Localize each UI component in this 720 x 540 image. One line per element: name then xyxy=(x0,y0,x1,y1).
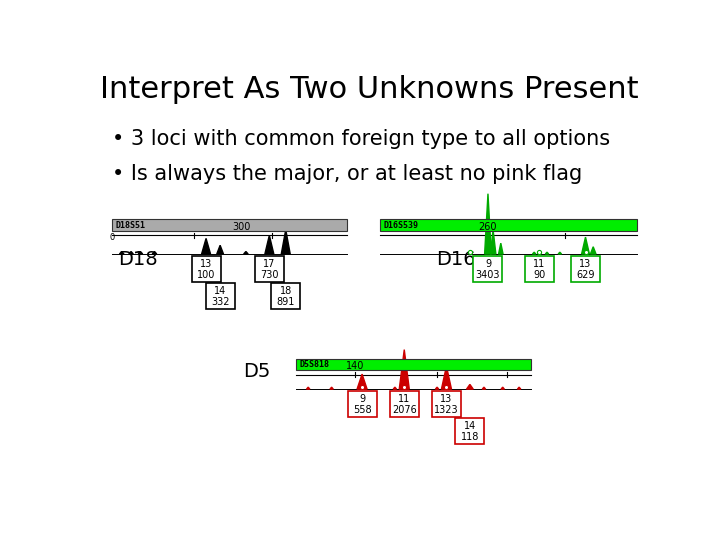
Text: 18: 18 xyxy=(279,286,292,296)
Bar xyxy=(206,283,235,309)
Bar xyxy=(112,219,346,231)
Bar xyxy=(380,219,637,231)
Bar xyxy=(432,391,461,417)
Text: 0: 0 xyxy=(109,233,114,242)
Bar xyxy=(455,418,485,444)
Polygon shape xyxy=(441,366,451,389)
Bar xyxy=(255,256,284,282)
Polygon shape xyxy=(558,252,562,254)
Text: 14: 14 xyxy=(464,422,476,431)
Polygon shape xyxy=(202,238,210,254)
Text: 891: 891 xyxy=(276,296,295,307)
Polygon shape xyxy=(533,252,536,254)
Text: 1323: 1323 xyxy=(434,405,459,415)
Text: 11: 11 xyxy=(534,259,546,269)
Polygon shape xyxy=(501,387,505,389)
Polygon shape xyxy=(265,235,274,254)
Text: Interpret As Two Unknowns Present: Interpret As Two Unknowns Present xyxy=(99,75,639,104)
Text: • Is always the major, or at least no pink flag: • Is always the major, or at least no pi… xyxy=(112,164,582,184)
Polygon shape xyxy=(330,387,333,389)
Text: 332: 332 xyxy=(211,296,230,307)
Bar xyxy=(192,256,220,282)
Polygon shape xyxy=(120,252,124,254)
Text: 140: 140 xyxy=(346,361,364,371)
Polygon shape xyxy=(590,247,596,254)
Polygon shape xyxy=(490,230,496,254)
Polygon shape xyxy=(282,230,290,254)
Polygon shape xyxy=(400,349,409,389)
Text: 11: 11 xyxy=(398,394,410,404)
Polygon shape xyxy=(436,387,438,389)
Polygon shape xyxy=(307,387,310,389)
Polygon shape xyxy=(152,252,157,254)
Text: 9: 9 xyxy=(485,259,491,269)
Text: 260: 260 xyxy=(479,221,498,232)
Text: 13: 13 xyxy=(200,259,212,269)
Text: 9: 9 xyxy=(359,394,365,404)
Polygon shape xyxy=(467,384,473,389)
Text: 629: 629 xyxy=(576,269,595,280)
Polygon shape xyxy=(217,245,223,254)
Text: 730: 730 xyxy=(260,269,279,280)
Text: 90: 90 xyxy=(534,269,546,280)
Polygon shape xyxy=(485,194,491,254)
Text: D16S539: D16S539 xyxy=(384,221,418,230)
Polygon shape xyxy=(518,387,521,389)
Polygon shape xyxy=(582,237,590,254)
Polygon shape xyxy=(138,252,143,254)
Text: D5S818: D5S818 xyxy=(300,360,330,369)
Bar xyxy=(348,391,377,417)
Polygon shape xyxy=(393,387,397,389)
Bar xyxy=(390,391,419,417)
Text: 300: 300 xyxy=(232,221,251,232)
Text: D5: D5 xyxy=(243,362,271,381)
Text: 3403: 3403 xyxy=(476,269,500,280)
Text: 17: 17 xyxy=(263,259,276,269)
Polygon shape xyxy=(357,374,367,389)
Polygon shape xyxy=(129,252,133,254)
Bar xyxy=(525,256,554,282)
Text: D16: D16 xyxy=(436,250,476,269)
Text: 13: 13 xyxy=(441,394,453,404)
Polygon shape xyxy=(243,252,248,254)
Text: 14: 14 xyxy=(214,286,226,296)
Text: 118: 118 xyxy=(461,432,479,442)
Bar xyxy=(297,359,531,370)
Polygon shape xyxy=(498,243,503,254)
Text: • 3 loci with common foreign type to all options: • 3 loci with common foreign type to all… xyxy=(112,129,611,149)
Bar xyxy=(474,256,503,282)
Text: D18: D18 xyxy=(118,250,158,269)
Text: 100: 100 xyxy=(197,269,215,280)
Bar xyxy=(571,256,600,282)
Text: 558: 558 xyxy=(353,405,372,415)
Text: 13: 13 xyxy=(580,259,592,269)
Text: 2076: 2076 xyxy=(392,405,417,415)
Bar xyxy=(271,283,300,309)
Polygon shape xyxy=(545,252,549,254)
Polygon shape xyxy=(482,387,485,389)
Text: D18S51: D18S51 xyxy=(116,221,145,230)
